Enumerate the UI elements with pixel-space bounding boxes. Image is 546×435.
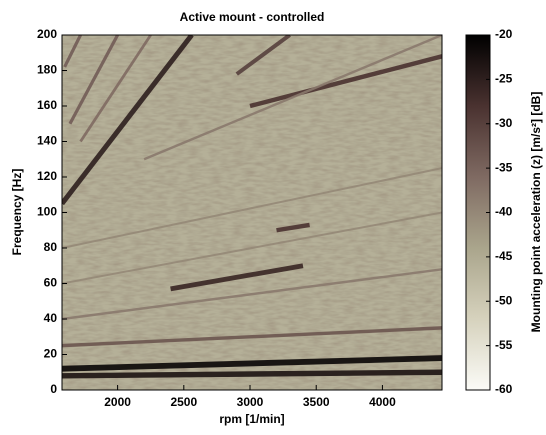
order-line [63, 35, 82, 68]
colorbar-tick-label: -20 [495, 27, 513, 41]
y-tick-label: 140 [37, 134, 57, 148]
y-tick-label: 200 [37, 27, 57, 41]
order-line [249, 54, 442, 109]
colorbar-label: Mounting point acceleration (z) [m/s²] [… [529, 92, 543, 333]
order-line [62, 211, 442, 285]
order-line [68, 35, 120, 125]
y-tick-label: 180 [37, 63, 57, 77]
order-line [62, 268, 442, 321]
x-tick-label: 3000 [237, 395, 264, 409]
colorbar-tick-label: -45 [495, 249, 513, 263]
x-tick-label: 4000 [369, 395, 396, 409]
order-line [62, 369, 442, 379]
plot-area [62, 35, 442, 390]
x-tick-label: 3500 [303, 395, 330, 409]
chart-title: Active mount - controlled [180, 10, 325, 24]
y-tick-label: 160 [37, 98, 57, 112]
y-tick-label: 80 [44, 240, 58, 254]
colorbar-tick-label: -30 [495, 116, 513, 130]
y-tick-label: 60 [44, 276, 58, 290]
x-axis-label: rpm [1/min] [219, 412, 284, 426]
order-line [170, 263, 304, 292]
colorbar-tick-label: -25 [495, 72, 513, 86]
order-line [62, 355, 442, 372]
colorbar-tick-label: -55 [495, 338, 513, 352]
colorbar-tick-label: -60 [495, 382, 513, 396]
order-line [62, 326, 442, 348]
y-tick-label: 120 [37, 169, 57, 183]
order-line [276, 222, 310, 233]
y-axis-label: Frequency [Hz] [10, 169, 24, 256]
y-tick-label: 0 [50, 382, 57, 396]
order-line [235, 35, 291, 76]
colorbar-tick-label: -50 [495, 293, 513, 307]
order-line [62, 167, 442, 249]
order-line [143, 35, 442, 161]
y-tick-label: 40 [44, 311, 58, 325]
order-line [62, 35, 194, 206]
order-line [79, 35, 152, 143]
x-tick-label: 2000 [104, 395, 131, 409]
colorbar-tick-label: -40 [495, 205, 513, 219]
colorbar-tick-label: -35 [495, 160, 513, 174]
y-tick-label: 100 [37, 205, 57, 219]
x-tick-label: 2500 [170, 395, 197, 409]
y-tick-label: 20 [44, 347, 58, 361]
